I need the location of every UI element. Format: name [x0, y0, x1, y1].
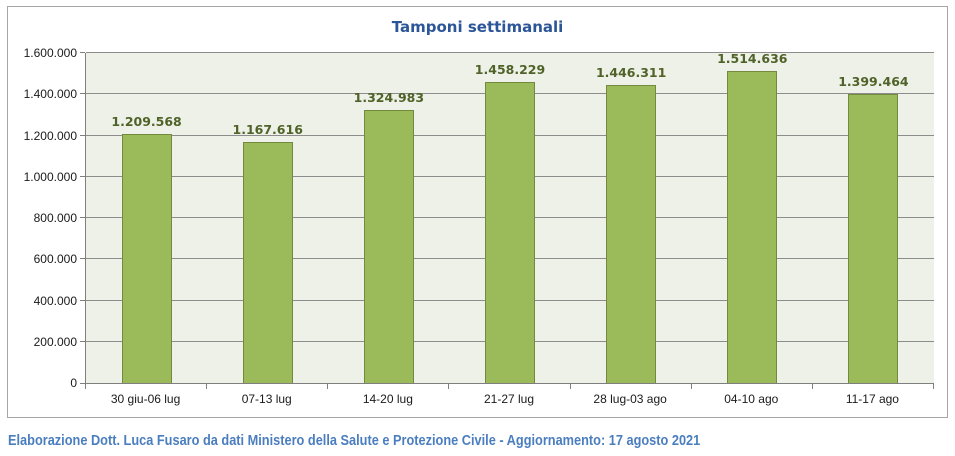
y-axis-tick-mark	[80, 340, 85, 342]
x-axis-tick-mark	[85, 384, 86, 389]
y-axis-tick-label: 400.000	[33, 293, 77, 308]
chart-container: Tamponi settimanali 1.209.568 1.167.616 1.…	[7, 6, 948, 418]
bar-value-label: 1.458.229	[474, 62, 546, 78]
plot-area: 1.209.568 1.167.616 1.324.983 1.458.229 1.44…	[85, 50, 934, 384]
y-axis-tick-mark	[80, 299, 85, 301]
y-axis-tick-mark	[80, 134, 85, 136]
chart-footer: Elaborazione Dott. Luca Fusaro da dati M…	[8, 433, 701, 449]
bar-value-label: 1.209.568	[111, 113, 182, 129]
x-axis-tick-mark	[933, 384, 934, 389]
x-axis-tick-mark	[569, 384, 571, 389]
x-axis-tick-mark	[206, 384, 208, 389]
bar	[848, 94, 899, 383]
y-axis-tick-mark	[80, 217, 85, 218]
x-axis-tick-mark	[448, 384, 450, 389]
y-axis-tick-label: 0	[70, 376, 77, 390]
bar-value-label: 1.167.616	[232, 122, 303, 138]
x-axis-category-label: 14-20 lug	[362, 392, 413, 406]
x-axis-tick-mark	[690, 384, 692, 389]
y-axis-tick-mark	[80, 52, 85, 53]
gridline	[86, 52, 934, 53]
bar	[242, 142, 293, 383]
chart-title: Tamponi settimanali	[391, 18, 564, 36]
y-axis-tick-label: 1.600.000	[23, 46, 77, 60]
y-axis-tick-label: 1.000.000	[23, 169, 77, 184]
bar	[121, 133, 172, 383]
y-axis-tick-mark	[80, 258, 85, 260]
bar	[485, 82, 535, 383]
y-axis-tick-mark	[80, 93, 85, 95]
y-axis-tick-label: 1.200.000	[23, 128, 77, 143]
bar-value-label: 1.324.983	[353, 89, 425, 105]
x-axis-category-label: 28 lug-03 ago	[593, 392, 667, 406]
y-axis-tick-mark	[80, 175, 85, 177]
x-axis-category-label: 21-27 lug	[483, 392, 535, 406]
x-axis-category-label: 11-17 ago	[845, 392, 899, 406]
x-axis-category-label: 04-10 ago	[724, 392, 779, 406]
y-axis-tick-label: 800.000	[33, 211, 77, 225]
y-axis-tick-label: 1.400.000	[23, 87, 77, 102]
bar-value-label: 1.399.464	[838, 74, 909, 90]
bar	[363, 109, 414, 383]
y-axis-tick-label: 600.000	[33, 252, 77, 267]
y-axis-tick-mark	[80, 383, 85, 384]
bar-value-label: 1.514.636	[717, 50, 788, 66]
bar	[606, 84, 657, 383]
x-axis-tick-mark	[811, 384, 813, 389]
x-axis-category-label: 30 giu-06 lug	[110, 392, 181, 406]
y-axis-tick-label: 200.000	[33, 334, 77, 349]
x-axis-category-label: 07-13 lug	[241, 392, 292, 406]
bar-value-label: 1.446.311	[595, 64, 667, 80]
x-axis-tick-mark	[327, 384, 329, 389]
bar	[727, 70, 778, 383]
